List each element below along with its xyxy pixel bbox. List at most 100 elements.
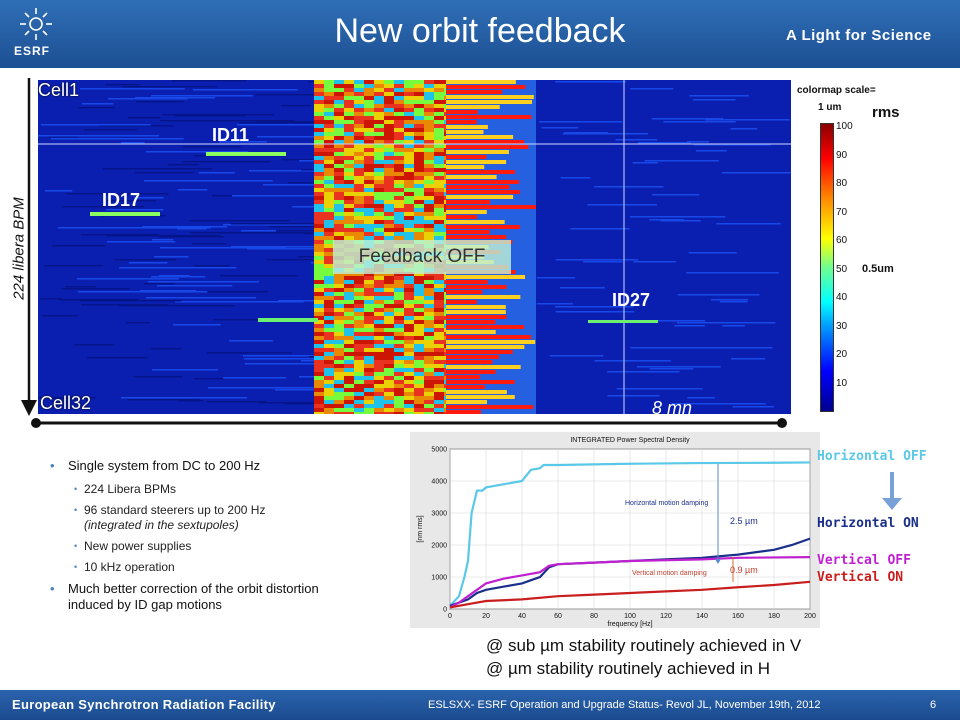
- heatmap-cell: [334, 348, 344, 352]
- heatmap-cell: [404, 164, 414, 168]
- heatmap-cell: [334, 304, 344, 308]
- heatmap-row: [446, 285, 507, 289]
- heatmap-cell: [364, 376, 374, 380]
- colorbar-tick-label: 80: [836, 178, 848, 189]
- heatmap-cell: [324, 80, 334, 84]
- heatmap-cell: [374, 332, 384, 336]
- heatmap-cell: [414, 156, 424, 160]
- heatmap-cell: [324, 188, 334, 192]
- heatmap-streak: [151, 348, 182, 350]
- heatmap-cell: [314, 308, 324, 312]
- heatmap-cell: [384, 192, 394, 196]
- heatmap-streak: [539, 121, 623, 123]
- heatmap-cell: [414, 336, 424, 340]
- heatmap-cell: [354, 364, 364, 368]
- heatmap-cell: [404, 136, 414, 140]
- legend-horizontal-on: Horizontal ON: [817, 516, 919, 531]
- heatmap-cell: [364, 296, 374, 300]
- heatmap-row: [446, 395, 515, 399]
- heatmap-cell: [364, 356, 374, 360]
- heatmap-cell: [434, 368, 444, 372]
- heatmap-streak: [555, 259, 639, 261]
- heatmap-row: [446, 155, 487, 159]
- heatmap-cell: [414, 368, 424, 372]
- heatmap-cell: [314, 192, 324, 196]
- heatmap-cell: [404, 392, 414, 396]
- heatmap-streak: [562, 133, 649, 135]
- heatmap-cell: [314, 244, 324, 248]
- heatmap-cell: [374, 400, 384, 404]
- heatmap-cell: [374, 292, 384, 296]
- heatmap-cell: [344, 136, 354, 140]
- heatmap-streak: [686, 272, 779, 274]
- heatmap-cell: [384, 328, 394, 332]
- heatmap-cell: [364, 400, 374, 404]
- heatmap-streak: [719, 301, 748, 303]
- heatmap-cell: [404, 364, 414, 368]
- heatmap-cell: [334, 284, 344, 288]
- heatmap-row: [446, 320, 496, 324]
- heatmap-cell: [404, 300, 414, 304]
- heatmap-cell: [394, 208, 404, 212]
- heatmap-cell: [384, 352, 394, 356]
- heatmap-cell: [414, 412, 424, 414]
- heatmap-cell: [364, 96, 374, 100]
- heatmap-cell: [314, 376, 324, 380]
- heatmap-cell: [414, 408, 424, 412]
- heatmap-streak: [208, 387, 323, 389]
- heatmap-streak: [77, 107, 115, 109]
- heatmap-cell: [334, 340, 344, 344]
- heatmap-cell: [364, 112, 374, 116]
- heatmap-cell: [344, 212, 354, 216]
- heatmap-streak: [637, 366, 721, 368]
- heatmap-cell: [384, 300, 394, 304]
- heatmap-cell: [374, 316, 384, 320]
- heatmap-streak: [77, 278, 179, 280]
- heatmap-cell: [414, 312, 424, 316]
- heatmap-cell: [324, 268, 334, 272]
- heatmap-streak: [134, 197, 164, 199]
- heatmap-cell: [354, 332, 364, 336]
- heatmap-cell: [344, 312, 354, 316]
- heatmap-cell: [434, 100, 444, 104]
- heatmap-cell: [404, 124, 414, 128]
- heatmap-cell: [354, 96, 364, 100]
- heatmap-cell: [324, 200, 334, 204]
- heatmap-cell: [394, 272, 404, 276]
- heatmap-streak: [108, 98, 188, 100]
- heatmap-cell: [394, 300, 404, 304]
- heatmap-cell: [354, 368, 364, 372]
- psd-y-tick: 2000: [431, 543, 447, 550]
- heatmap-cell: [374, 216, 384, 220]
- heatmap-cell: [384, 156, 394, 160]
- heatmap-row: [446, 310, 506, 314]
- heatmap-cell: [394, 396, 404, 400]
- heatmap-cell: [404, 272, 414, 276]
- stability-note-v: @ sub µm stability routinely achieved in…: [486, 636, 802, 655]
- heatmap-streak: [651, 194, 700, 196]
- heatmap-cell: [424, 232, 434, 236]
- heatmap-cell: [344, 140, 354, 144]
- heatmap-cell: [374, 388, 384, 392]
- heatmap-cell: [404, 320, 414, 324]
- heatmap-cell: [424, 128, 434, 132]
- heatmap-cell: [324, 212, 334, 216]
- heatmap-cell: [434, 284, 444, 288]
- heatmap-cell: [344, 184, 354, 188]
- heatmap-cell: [324, 340, 334, 344]
- heatmap-cell: [364, 116, 374, 120]
- heatmap-row: [446, 235, 507, 239]
- psd-x-tick: 160: [732, 613, 744, 620]
- time-span-label: 8 mn: [652, 398, 693, 418]
- heatmap-cell: [314, 248, 324, 252]
- heatmap-cell: [394, 400, 404, 404]
- heatmap-cell: [334, 100, 344, 104]
- heatmap-cell: [344, 188, 354, 192]
- heatmap-cell: [364, 404, 374, 408]
- heatmap-cell: [354, 412, 364, 414]
- heatmap-cell: [394, 328, 404, 332]
- heatmap-row: [446, 190, 520, 194]
- heatmap-cell: [314, 344, 324, 348]
- heatmap-cell: [314, 384, 324, 388]
- heatmap-cell: [324, 308, 334, 312]
